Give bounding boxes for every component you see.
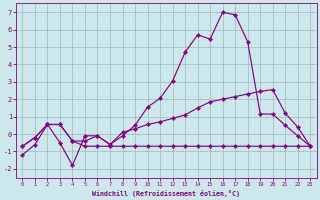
X-axis label: Windchill (Refroidissement éolien,°C): Windchill (Refroidissement éolien,°C) bbox=[92, 190, 240, 197]
